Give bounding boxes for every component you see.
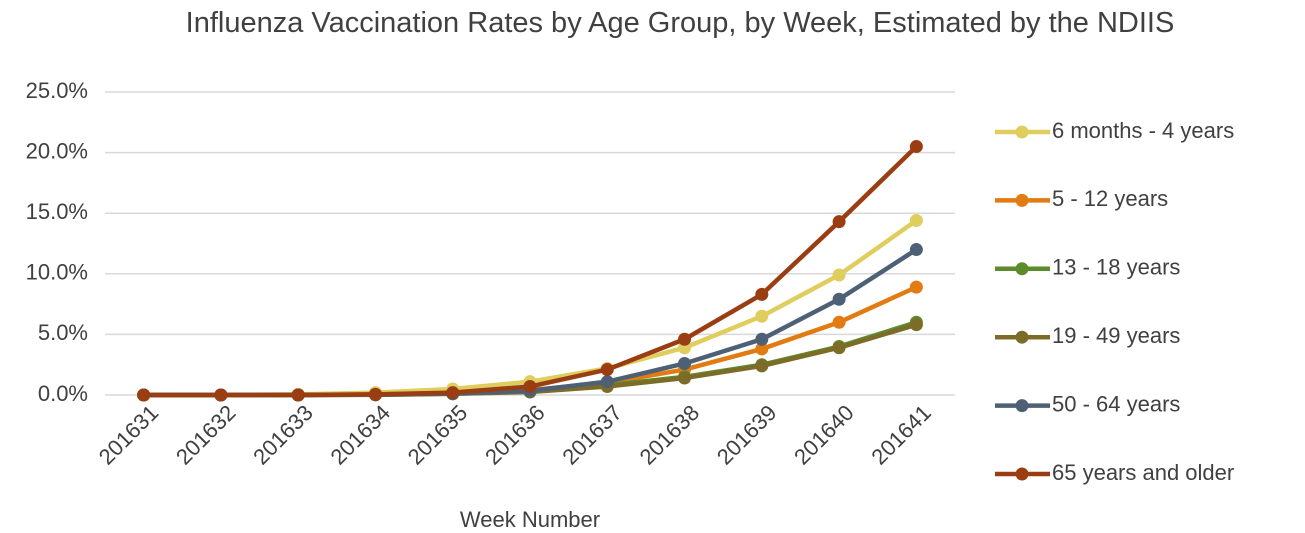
y-tick-label: 10.0%: [26, 260, 88, 285]
x-tick-label: 201637: [557, 400, 627, 470]
legend-marker: [1015, 262, 1029, 276]
x-tick-label: 201631: [94, 400, 164, 470]
x-tick-label: 201636: [480, 400, 550, 470]
legend-marker: [1015, 467, 1029, 481]
legend-marker: [1015, 193, 1029, 207]
series-line: [143, 247, 918, 398]
data-point: [600, 363, 614, 377]
legend-marker: [1015, 125, 1029, 139]
data-point: [755, 359, 769, 373]
data-point: [909, 318, 923, 332]
x-tick-label: 201638: [635, 400, 705, 470]
data-point: [832, 341, 846, 355]
data-point: [678, 371, 692, 385]
y-tick-label: 20.0%: [26, 138, 88, 163]
legend-label: 65 years and older: [1052, 460, 1234, 485]
x-axis-title: Week Number: [460, 507, 600, 532]
series-line: [143, 218, 918, 398]
legend-label: 19 - 49 years: [1052, 323, 1180, 348]
data-point: [214, 388, 228, 402]
x-tick-label: 201632: [171, 400, 241, 470]
data-point: [755, 332, 769, 346]
data-point: [909, 213, 923, 227]
y-tick-label: 15.0%: [26, 199, 88, 224]
legend-label: 13 - 18 years: [1052, 255, 1180, 280]
data-point: [368, 387, 382, 401]
data-point: [909, 140, 923, 154]
x-tick-label: 201635: [403, 400, 473, 470]
y-tick-label: 0.0%: [38, 381, 88, 406]
legend-label: 50 - 64 years: [1052, 391, 1180, 416]
data-point: [909, 280, 923, 294]
x-tick-label: 201634: [326, 400, 396, 470]
data-point: [600, 375, 614, 389]
y-tick-label: 5.0%: [38, 320, 88, 345]
data-point: [832, 315, 846, 329]
data-point: [755, 287, 769, 301]
data-point: [523, 380, 537, 394]
data-point: [832, 268, 846, 282]
data-point: [291, 388, 305, 402]
data-point: [755, 309, 769, 323]
data-point: [137, 388, 151, 402]
x-tick-label: 201640: [789, 400, 859, 470]
legend-label: 6 months - 4 years: [1052, 118, 1234, 143]
legend-marker: [1015, 399, 1029, 413]
x-tick-label: 201639: [712, 400, 782, 470]
y-tick-label: 25.0%: [26, 78, 88, 103]
data-point: [832, 292, 846, 306]
x-tick-label: 201633: [248, 400, 318, 470]
legend-marker: [1015, 330, 1029, 344]
data-point: [446, 386, 460, 400]
chart-title: Influenza Vaccination Rates by Age Group…: [185, 7, 1175, 39]
legend-label: 5 - 12 years: [1052, 186, 1168, 211]
x-tick-label: 201641: [866, 400, 936, 470]
data-point: [909, 243, 923, 257]
data-point: [832, 215, 846, 229]
data-point: [755, 342, 769, 356]
data-point: [678, 356, 692, 370]
data-point: [678, 332, 692, 346]
